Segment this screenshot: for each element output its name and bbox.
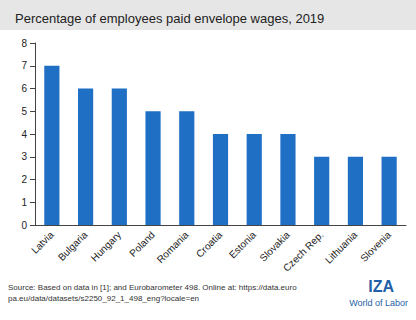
svg-text:Latvia: Latvia: [29, 229, 56, 256]
svg-text:4: 4: [21, 129, 27, 140]
svg-text:Lithuania: Lithuania: [323, 229, 360, 266]
svg-text:Percentage of employees paid e: Percentage of employees paid envelope wa…: [15, 11, 324, 26]
svg-text:0: 0: [21, 220, 27, 231]
svg-text:7: 7: [21, 60, 27, 71]
svg-text:Slovenia: Slovenia: [358, 229, 393, 264]
svg-text:Bulgaria: Bulgaria: [56, 229, 90, 263]
svg-text:pa.eu/data/datasets/s2250_92_1: pa.eu/data/datasets/s2250_92_1_498_eng?l…: [8, 294, 199, 303]
svg-text:Estonia: Estonia: [227, 229, 259, 261]
svg-text:Czech Rep.: Czech Rep.: [281, 229, 326, 274]
svg-text:Slovakia: Slovakia: [257, 229, 292, 264]
svg-text:8: 8: [21, 38, 27, 49]
svg-text:IZA: IZA: [368, 278, 394, 295]
svg-text:Source: Based on data in [1];: Source: Based on data in [1]; and Euroba…: [8, 283, 297, 292]
svg-text:Romania: Romania: [155, 229, 191, 265]
svg-text:Croatia: Croatia: [194, 229, 225, 260]
svg-text:3: 3: [21, 151, 27, 162]
svg-text:Hungary: Hungary: [89, 229, 123, 263]
svg-text:2: 2: [21, 174, 27, 185]
svg-text:6: 6: [21, 83, 27, 94]
svg-text:5: 5: [21, 106, 27, 117]
svg-text:Poland: Poland: [127, 229, 157, 259]
svg-text:World of Labor: World of Labor: [349, 298, 408, 308]
svg-text:1: 1: [21, 197, 27, 208]
